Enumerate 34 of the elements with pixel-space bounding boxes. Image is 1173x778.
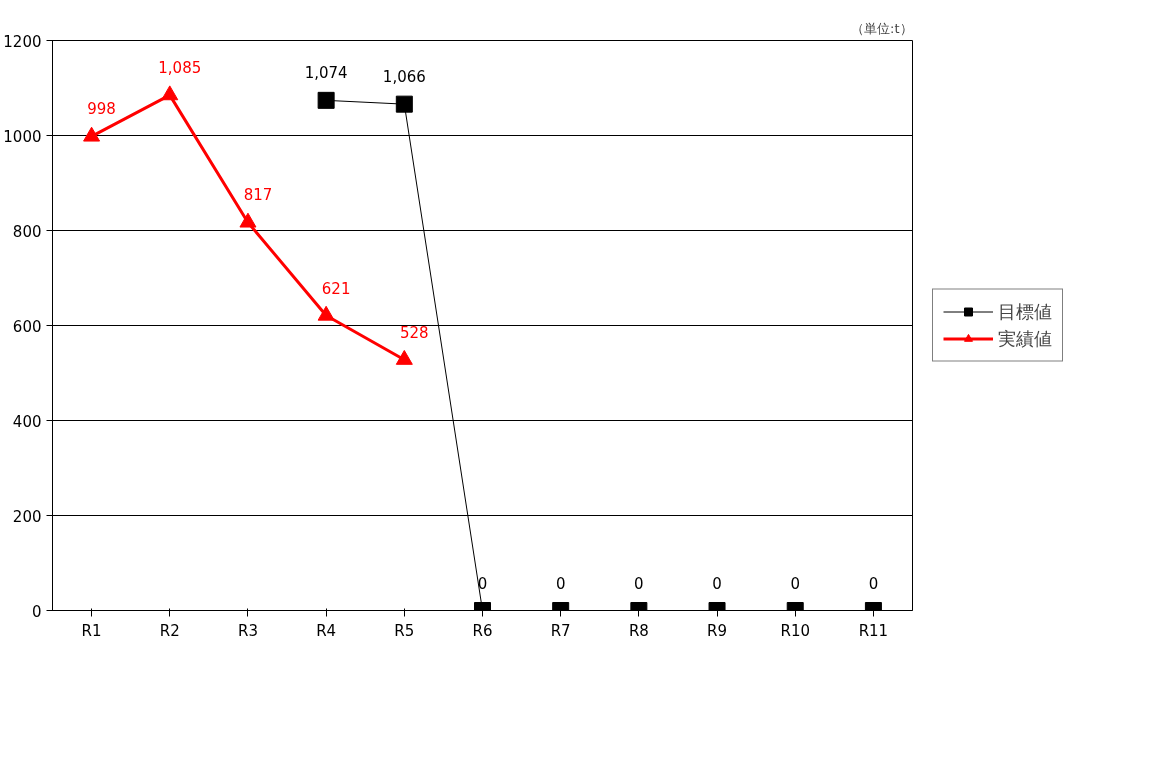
data-label: 528 bbox=[400, 323, 429, 342]
data-label: 0 bbox=[477, 574, 488, 593]
x-tick-label: R3 bbox=[237, 621, 258, 640]
x-tick-label: R7 bbox=[550, 621, 571, 640]
data-label: 1,085 bbox=[158, 59, 202, 78]
data-label: 0 bbox=[634, 574, 644, 593]
data-label: 0 bbox=[790, 574, 800, 593]
text: （単位:t） bbox=[851, 20, 913, 36]
y-tick-label: 200 bbox=[12, 507, 42, 526]
x-tick-label: R9 bbox=[707, 621, 728, 640]
data-label: 0 bbox=[712, 574, 722, 593]
x-tick-label: R8 bbox=[628, 621, 649, 640]
y-tick-label: 400 bbox=[12, 412, 42, 431]
data-label: 998 bbox=[87, 100, 116, 119]
data-label: 0 bbox=[868, 574, 879, 593]
y-tick-label: 1200 bbox=[3, 32, 42, 51]
y-tick-label: 800 bbox=[12, 222, 42, 241]
y-tick-label: 0 bbox=[31, 602, 42, 621]
x-tick-label: R4 bbox=[316, 621, 337, 640]
x-tick-label: R5 bbox=[394, 621, 415, 640]
x-tick-label: R1 bbox=[81, 621, 102, 640]
x-tick-label: R2 bbox=[159, 621, 180, 640]
y-tick-label: 600 bbox=[12, 317, 42, 336]
legend-label: 目標値 bbox=[998, 299, 1052, 324]
y-tick-label: 1000 bbox=[3, 127, 42, 146]
data-label: 817 bbox=[243, 186, 273, 205]
data-label: 1,074 bbox=[304, 64, 348, 83]
data-label: 0 bbox=[555, 574, 566, 593]
x-tick-label: R6 bbox=[472, 621, 493, 640]
x-tick-label: R11 bbox=[858, 621, 889, 640]
legend-label: 実績値 bbox=[998, 326, 1052, 351]
data-label: 1,066 bbox=[382, 68, 426, 87]
x-tick-label: R10 bbox=[780, 621, 810, 640]
data-label: 621 bbox=[321, 279, 351, 298]
